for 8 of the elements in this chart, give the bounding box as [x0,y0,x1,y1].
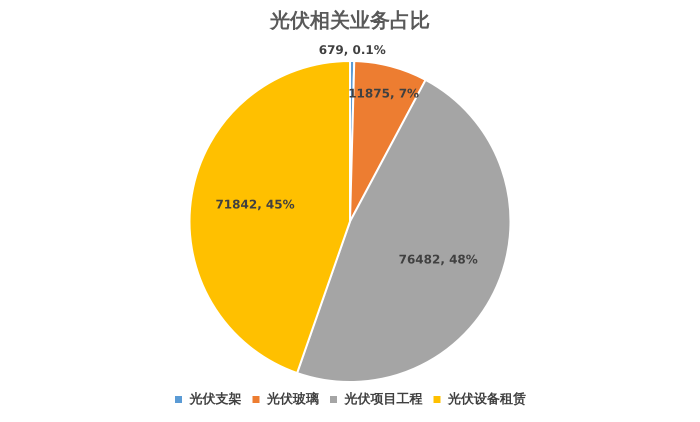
chart-title: 光伏相关业务占比 [269,8,430,32]
legend-label: 光伏支架 [188,390,242,407]
data-label: 679, 0.1% [318,43,386,58]
legend-label: 光伏玻璃 [266,390,319,407]
data-label: 76482, 48% [398,252,478,266]
legend-label: 光伏项目工程 [344,392,422,407]
legend-label: 光伏设备租赁 [447,390,526,407]
data-label: 71842, 45% [215,198,295,212]
